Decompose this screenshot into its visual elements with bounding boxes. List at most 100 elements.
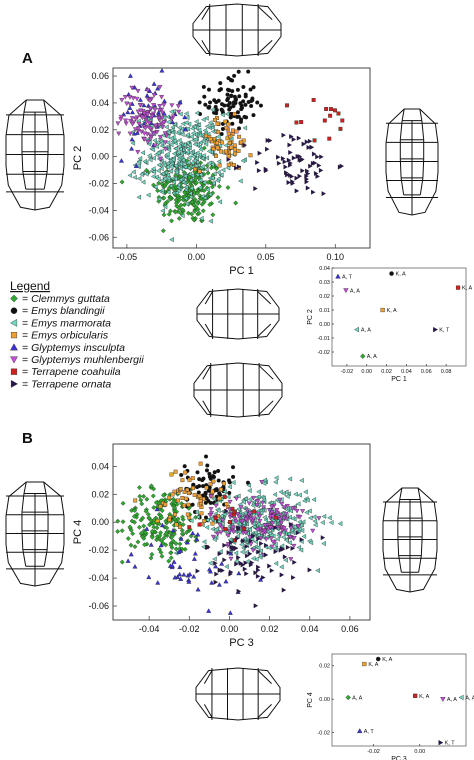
data-point <box>217 143 223 149</box>
legend-label-terrapene-ornata: = Terrapene ornata <box>22 378 111 390</box>
data-point <box>143 508 149 514</box>
data-point <box>192 137 198 143</box>
data-point <box>222 542 227 548</box>
data-point <box>222 495 227 500</box>
data-point <box>253 186 258 192</box>
data-point <box>296 544 302 550</box>
data-point <box>264 542 269 548</box>
data-point <box>155 150 161 156</box>
data-point <box>231 104 236 109</box>
data-point <box>151 520 157 526</box>
mean-point-emys-marmorata <box>354 326 359 333</box>
data-point <box>164 124 169 130</box>
mean-point-label: A, A <box>350 288 360 294</box>
data-point <box>280 534 286 540</box>
data-point <box>149 114 155 119</box>
data-point <box>188 177 193 183</box>
data-point <box>129 85 135 91</box>
data-point <box>236 554 241 560</box>
data-point <box>212 537 217 543</box>
data-point <box>222 481 226 486</box>
data-point <box>253 570 258 576</box>
data-point <box>299 537 305 543</box>
data-point <box>173 176 178 182</box>
data-point <box>196 127 202 133</box>
data-point <box>301 141 307 147</box>
data-point <box>256 494 262 500</box>
data-point <box>147 106 153 112</box>
legend-label-glyptemys-insculpta: = Glyptemys insculpta <box>22 342 125 354</box>
data-point <box>170 114 176 119</box>
data-point <box>321 191 327 197</box>
data-point <box>206 160 212 166</box>
data-point <box>159 553 165 559</box>
data-point <box>137 97 143 102</box>
data-point <box>294 188 300 194</box>
data-point <box>269 504 275 510</box>
data-point <box>274 508 280 513</box>
data-point <box>198 147 204 153</box>
data-point <box>141 102 147 108</box>
data-point <box>248 538 254 544</box>
data-point <box>171 179 176 185</box>
data-point <box>273 515 278 520</box>
data-point <box>227 88 232 93</box>
data-point <box>321 541 326 547</box>
data-point <box>204 167 209 173</box>
data-point <box>285 172 290 178</box>
data-point <box>226 131 231 136</box>
data-point <box>174 501 180 507</box>
mean-point-label: A, A <box>352 695 362 701</box>
data-point <box>236 514 242 520</box>
data-point <box>179 126 184 132</box>
data-point <box>307 567 313 573</box>
data-point <box>173 512 177 517</box>
data-point <box>168 550 174 556</box>
mean-point-label: K, A <box>368 662 378 668</box>
data-point <box>178 202 184 208</box>
data-point <box>220 112 225 118</box>
data-point <box>176 109 182 115</box>
data-point <box>300 519 306 525</box>
data-point <box>226 156 232 162</box>
data-point <box>199 201 205 207</box>
data-point <box>188 190 193 196</box>
data-point <box>154 537 160 543</box>
data-point <box>237 529 242 535</box>
data-point <box>130 140 136 146</box>
data-point <box>286 157 292 163</box>
data-point <box>255 160 260 166</box>
data-point <box>136 163 141 169</box>
data-point <box>150 166 156 172</box>
data-point <box>163 502 168 507</box>
data-point <box>273 475 279 481</box>
data-point <box>136 485 142 490</box>
data-point <box>205 179 211 185</box>
data-point <box>285 493 290 499</box>
data-point <box>216 184 222 189</box>
data-point <box>127 105 133 110</box>
data-point <box>136 176 142 182</box>
data-point <box>171 151 177 157</box>
data-point <box>169 563 175 568</box>
data-point <box>127 102 133 107</box>
data-point <box>169 472 174 477</box>
data-point <box>233 147 238 152</box>
data-point <box>247 551 253 557</box>
data-point <box>182 503 186 508</box>
data-point <box>198 172 203 178</box>
data-point <box>202 195 207 201</box>
data-point <box>161 115 167 121</box>
mean-point-label: A, T <box>364 729 375 735</box>
data-point <box>276 160 282 166</box>
data-point <box>251 85 256 90</box>
mean-point-emys-blandingii <box>389 271 394 276</box>
series-terrapene-coahuila <box>285 98 345 143</box>
scatter-pc1-pc2: -0.05 0.00 0.05 0.10 0.06 0.04 0.02 0.00 -0.02 -0… <box>72 67 371 277</box>
data-point <box>144 526 150 531</box>
data-point <box>159 515 165 521</box>
data-point <box>142 542 148 548</box>
data-point <box>281 132 286 138</box>
data-point <box>211 479 216 484</box>
